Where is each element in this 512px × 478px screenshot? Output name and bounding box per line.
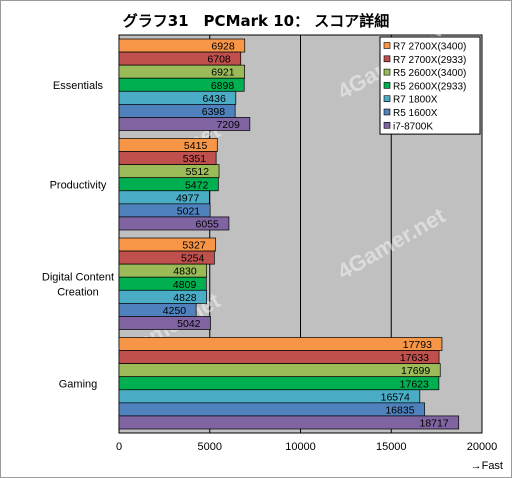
legend-label: R7 2700X(2933) xyxy=(393,55,466,66)
data-label: 5042 xyxy=(177,318,201,330)
data-label: 16835 xyxy=(385,404,414,416)
data-label: 16574 xyxy=(381,391,410,403)
legend-swatch xyxy=(383,122,391,129)
x-tick-label: 10000 xyxy=(285,441,316,453)
data-label: 4250 xyxy=(163,305,187,317)
data-label: 5512 xyxy=(186,166,210,178)
bar xyxy=(118,402,425,417)
data-label: 17793 xyxy=(403,339,432,351)
data-label: 17699 xyxy=(401,365,430,377)
bar xyxy=(118,350,440,364)
data-label: 6436 xyxy=(202,93,226,105)
legend-label: i7-8700K xyxy=(393,121,433,132)
bar xyxy=(118,389,421,404)
data-label: 5254 xyxy=(181,253,205,265)
data-label: 6708 xyxy=(207,54,231,66)
legend-label: R5 2600X(2933) xyxy=(393,81,466,92)
legend-swatch xyxy=(383,42,391,49)
data-label: 6398 xyxy=(202,106,226,118)
data-label: 4977 xyxy=(176,192,200,204)
category-label: Productivity xyxy=(50,179,107,191)
data-label: 17633 xyxy=(400,352,429,364)
bar xyxy=(118,363,441,378)
data-label: 5021 xyxy=(177,205,201,217)
bar xyxy=(118,316,211,330)
data-label: 4828 xyxy=(173,292,197,304)
x-tick-label: 15000 xyxy=(376,441,407,453)
legend-label: R5 2600X(3400) xyxy=(393,68,466,79)
category-label: Gaming xyxy=(59,378,98,390)
legend-swatch xyxy=(383,68,391,76)
data-label: 6898 xyxy=(211,80,235,92)
data-label: 6928 xyxy=(211,41,235,53)
bar xyxy=(118,117,251,131)
legend-swatch xyxy=(383,82,391,89)
legend-label: R7 1800X xyxy=(393,95,438,106)
data-label: 5327 xyxy=(182,240,206,252)
category-label: Digital Content xyxy=(42,271,114,283)
bar xyxy=(118,415,460,430)
data-label: 6921 xyxy=(211,67,235,79)
data-label: 4809 xyxy=(173,279,197,291)
legend-swatch xyxy=(383,95,391,102)
x-axis-label: →Fast xyxy=(471,460,503,472)
data-label: 5472 xyxy=(185,179,209,191)
data-label: 18717 xyxy=(420,417,449,429)
legend-label: R7 2700X(3400) xyxy=(393,42,466,53)
x-tick-label: 0 xyxy=(116,441,122,453)
data-label: 17623 xyxy=(400,378,429,390)
x-tick-label: 5000 xyxy=(198,441,222,453)
legend-swatch xyxy=(383,108,391,116)
data-label: 6055 xyxy=(196,218,220,230)
legend-swatch xyxy=(383,55,391,63)
bar xyxy=(118,376,440,391)
data-label: 5351 xyxy=(183,153,207,165)
bar xyxy=(118,337,443,351)
data-label: 7209 xyxy=(216,119,240,131)
category-label: Creation xyxy=(57,286,99,298)
category-label: Essentials xyxy=(53,80,104,92)
legend-label: R5 1600X xyxy=(393,108,438,119)
data-label: 4830 xyxy=(173,266,197,278)
chart-title: グラフ31 PCMark 10： スコア詳細 xyxy=(122,12,390,30)
legend xyxy=(379,36,481,135)
data-label: 5415 xyxy=(184,140,208,152)
x-tick-label: 20000 xyxy=(467,441,498,453)
bar xyxy=(118,216,230,231)
